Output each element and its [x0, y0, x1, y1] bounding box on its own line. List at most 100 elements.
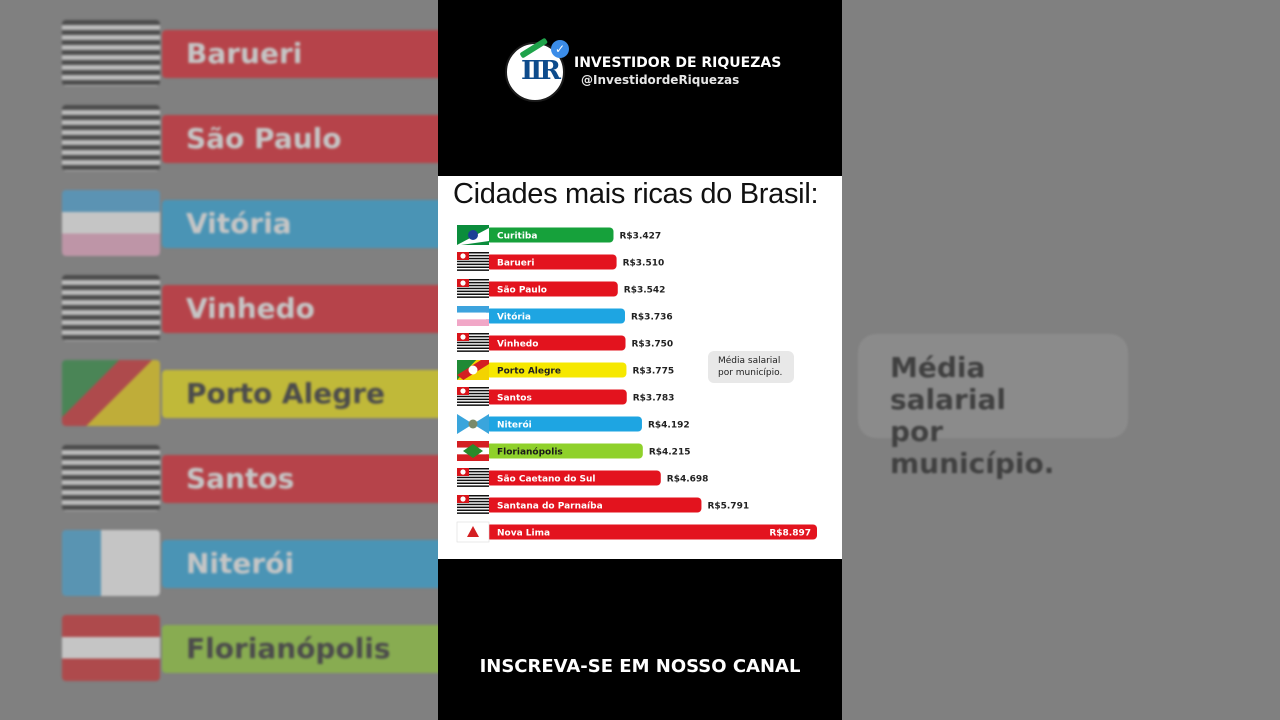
value-label: R$3.783 — [633, 394, 675, 404]
background-row: Santos — [62, 445, 438, 511]
category-label: Vitória — [497, 312, 531, 323]
background-flag-icon — [62, 445, 160, 511]
background-flag-icon — [62, 105, 160, 171]
background-bar-label: São Paulo — [162, 115, 438, 163]
background-row: São Paulo — [62, 105, 438, 171]
background-tooltip-line2: por município. — [890, 415, 1055, 480]
flag-sao-paulo-icon — [457, 468, 489, 488]
bar-row: Porto Alegre R$3.775 — [457, 360, 674, 380]
bar — [486, 470, 661, 486]
channel-header[interactable]: IIR ✓ INVESTIDOR DE RIQUEZAS @Investidor… — [505, 37, 835, 104]
category-label: São Paulo — [497, 286, 547, 296]
bar-row: Santana do Parnaíba R$5.791 — [457, 495, 749, 515]
short-video-frame: IIR ✓ INVESTIDOR DE RIQUEZAS @Investidor… — [438, 0, 842, 720]
value-label: R$4.215 — [649, 448, 691, 458]
background-bar-label: Vinhedo — [162, 285, 438, 333]
background-row: Porto Alegre — [62, 360, 438, 426]
bar — [486, 308, 625, 324]
background-flag-icon — [62, 20, 160, 86]
salary-tooltip: Média salarial por município. — [708, 351, 794, 383]
background-tooltip-line1: Média salarial — [890, 351, 1006, 416]
background-flag-icon — [62, 190, 160, 256]
category-label: Florianópolis — [497, 447, 563, 458]
channel-handle[interactable]: @InvestidordeRiquezas — [581, 73, 740, 87]
bar-row: Niterói R$4.192 — [457, 414, 690, 434]
value-label: R$8.897 — [769, 529, 811, 539]
bar — [486, 362, 627, 378]
bar — [486, 335, 626, 351]
background-bar-label: Porto Alegre — [162, 370, 438, 418]
background-row: Vitória — [62, 190, 438, 256]
value-label: R$3.750 — [632, 340, 674, 350]
value-label: R$3.427 — [619, 232, 661, 242]
flag-sao-paulo-icon — [457, 495, 489, 515]
background-row: Florianópolis — [62, 615, 438, 681]
background-bar-label: Niterói — [162, 540, 438, 588]
bar-row: Barueri R$3.510 — [457, 252, 664, 272]
bar-row: Curitiba R$3.427 — [457, 225, 661, 245]
chart-card: Cidades mais ricas do Brasil: Curitiba R$… — [438, 176, 842, 559]
background-row: Barueri — [62, 20, 438, 86]
bar-row: São Caetano do Sul R$4.698 — [457, 468, 708, 488]
bar-row: Santos R$3.783 — [457, 387, 674, 407]
bar — [486, 497, 702, 513]
bar — [486, 416, 642, 432]
flag-rio-de-janeiro-icon — [457, 414, 489, 434]
bar-row: São Paulo R$3.542 — [457, 279, 665, 299]
background-row: Vinhedo — [62, 275, 438, 341]
bar — [486, 254, 617, 270]
value-label: R$3.510 — [623, 259, 665, 269]
subscribe-cta[interactable]: INSCREVA-SE EM NOSSO CANAL — [479, 656, 801, 677]
flag-santa-catarina-icon — [457, 441, 489, 461]
flag-rio-grande-do-sul-icon — [457, 360, 489, 380]
category-label: São Caetano do Sul — [497, 475, 596, 485]
channel-name[interactable]: INVESTIDOR DE RIQUEZAS — [574, 55, 782, 71]
bar-row: Vinhedo R$3.750 — [457, 333, 673, 353]
bar — [486, 389, 627, 405]
flag-espirito-santo-icon — [457, 306, 489, 326]
background-bar-label: Vitória — [162, 200, 438, 248]
value-label: R$3.736 — [631, 313, 673, 323]
bar — [486, 524, 817, 540]
category-label: Niterói — [497, 420, 532, 431]
background-flag-icon — [62, 360, 160, 426]
value-label: R$5.791 — [707, 502, 749, 512]
category-label: Santos — [497, 394, 532, 404]
bar — [486, 227, 614, 243]
background-flag-icon — [62, 615, 160, 681]
tooltip-line2: por município. — [718, 368, 783, 378]
background-left-panel: Barueri São Paulo Vitória Vinhedo Porto Aleg… — [0, 0, 438, 720]
background-bar-label: Florianópolis — [162, 625, 438, 673]
value-label: R$4.698 — [667, 475, 709, 485]
flag-sao-paulo-icon — [457, 279, 489, 299]
bar-row: Vitória R$3.736 — [457, 306, 673, 326]
category-label: Nova Lima — [497, 529, 550, 539]
flag-minas-gerais-icon — [456, 521, 490, 543]
background-bar-label: Barueri — [162, 30, 438, 78]
value-label: R$4.192 — [648, 421, 690, 431]
background-row: Niterói — [62, 530, 438, 596]
value-label: R$3.775 — [632, 367, 674, 377]
background-bar-label: Santos — [162, 455, 438, 503]
category-label: Barueri — [497, 259, 534, 269]
background-flag-icon — [62, 275, 160, 341]
tooltip-line1: Média salarial — [718, 356, 781, 366]
category-label: Curitiba — [497, 232, 537, 242]
flag-parana-icon — [457, 225, 489, 245]
flag-sao-paulo-icon — [457, 252, 489, 272]
value-label: R$3.542 — [624, 286, 666, 296]
bar-chart: Curitiba R$3.427 Barueri R$3.510 São Paulo R$… — [456, 225, 817, 543]
flag-sao-paulo-icon — [457, 333, 489, 353]
category-label: Porto Alegre — [497, 367, 561, 377]
background-tooltip: Média salarial por município. — [858, 334, 1128, 480]
verified-check-icon: ✓ — [551, 40, 569, 58]
flag-sao-paulo-icon — [457, 387, 489, 407]
background-flag-icon — [62, 530, 160, 596]
category-label: Santana do Parnaíba — [497, 502, 603, 512]
bar-row: Florianópolis R$4.215 — [457, 441, 690, 461]
bar — [486, 443, 643, 459]
category-label: Vinhedo — [497, 340, 538, 350]
bar-row: Nova Lima R$8.897 — [456, 521, 817, 543]
bar — [486, 281, 618, 297]
chart-title: Cidades mais ricas do Brasil: — [453, 178, 819, 210]
